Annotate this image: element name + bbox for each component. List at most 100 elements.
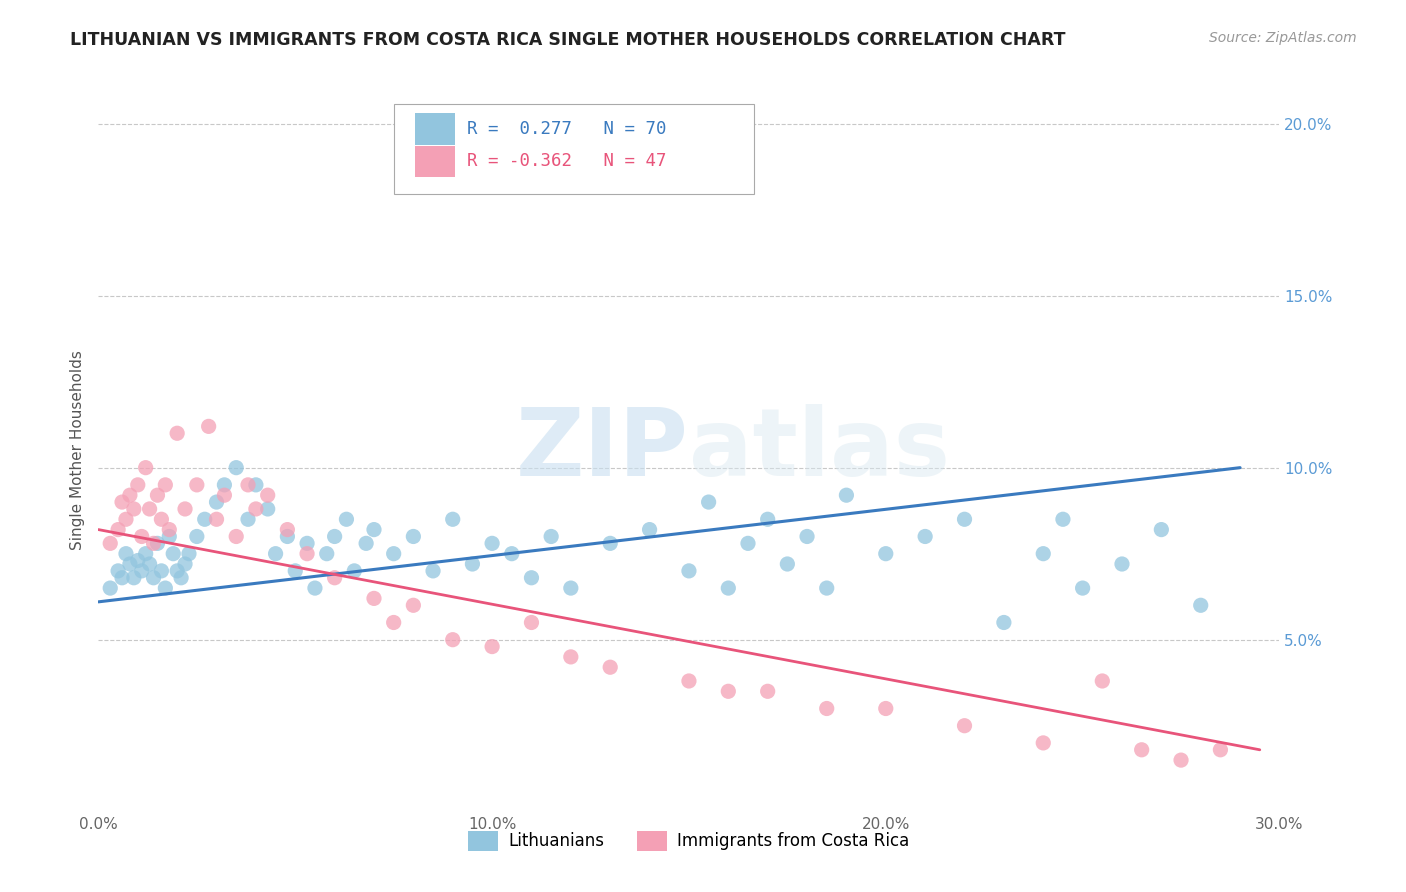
Point — [560, 649, 582, 664]
Point — [343, 564, 366, 578]
Point — [155, 478, 177, 492]
Point — [225, 529, 247, 543]
Point — [815, 701, 838, 715]
FancyBboxPatch shape — [394, 103, 754, 194]
Point — [118, 488, 141, 502]
Point — [146, 536, 169, 550]
Point — [1130, 743, 1153, 757]
Point — [737, 536, 759, 550]
Point — [560, 581, 582, 595]
Point — [264, 547, 287, 561]
Point — [177, 547, 200, 561]
Point — [131, 564, 153, 578]
Point — [441, 632, 464, 647]
Point — [127, 478, 149, 492]
Point — [107, 523, 129, 537]
Point — [638, 523, 661, 537]
Point — [756, 684, 779, 698]
Point — [315, 547, 337, 561]
Point — [1032, 547, 1054, 561]
Point — [146, 488, 169, 502]
Point — [197, 419, 219, 434]
Text: Source: ZipAtlas.com: Source: ZipAtlas.com — [1209, 31, 1357, 45]
Point — [363, 523, 385, 537]
Point — [835, 488, 858, 502]
Point — [422, 564, 444, 578]
Point — [186, 478, 208, 492]
Point — [138, 557, 160, 571]
Point — [776, 557, 799, 571]
Point — [142, 536, 165, 550]
Point — [111, 495, 134, 509]
Point — [98, 536, 121, 550]
Point — [157, 529, 180, 543]
Y-axis label: Single Mother Households: Single Mother Households — [69, 351, 84, 550]
Point — [186, 529, 208, 543]
Point — [118, 557, 141, 571]
Point — [461, 557, 484, 571]
Point — [111, 571, 134, 585]
Point — [205, 495, 228, 509]
Point — [115, 547, 138, 561]
Point — [599, 536, 621, 550]
FancyBboxPatch shape — [415, 145, 456, 178]
Point — [295, 547, 318, 561]
Point — [481, 536, 503, 550]
Point — [1071, 581, 1094, 595]
Point — [122, 571, 145, 585]
Point — [520, 615, 543, 630]
Point — [131, 529, 153, 543]
Point — [150, 564, 173, 578]
Point — [717, 581, 740, 595]
Point — [166, 426, 188, 441]
Point — [150, 512, 173, 526]
Point — [1052, 512, 1074, 526]
Legend: Lithuanians, Immigrants from Costa Rica: Lithuanians, Immigrants from Costa Rica — [461, 824, 917, 857]
Point — [402, 529, 425, 543]
Point — [993, 615, 1015, 630]
Point — [162, 547, 184, 561]
Point — [135, 547, 157, 561]
Point — [1150, 523, 1173, 537]
Point — [256, 488, 278, 502]
Point — [323, 529, 346, 543]
Point — [127, 553, 149, 567]
Point — [214, 488, 236, 502]
Point — [953, 512, 976, 526]
Point — [717, 684, 740, 698]
Point — [914, 529, 936, 543]
Point — [166, 564, 188, 578]
Point — [174, 502, 197, 516]
Point — [678, 564, 700, 578]
Text: LITHUANIAN VS IMMIGRANTS FROM COSTA RICA SINGLE MOTHER HOUSEHOLDS CORRELATION CH: LITHUANIAN VS IMMIGRANTS FROM COSTA RICA… — [70, 31, 1066, 49]
Point — [142, 571, 165, 585]
Point — [276, 523, 298, 537]
Point — [678, 673, 700, 688]
Point — [155, 581, 177, 595]
Point — [174, 557, 197, 571]
Point — [194, 512, 217, 526]
Point — [138, 502, 160, 516]
Point — [122, 502, 145, 516]
Point — [245, 502, 267, 516]
Point — [540, 529, 562, 543]
Point — [256, 502, 278, 516]
Point — [520, 571, 543, 585]
Point — [599, 660, 621, 674]
Text: R = -0.362   N = 47: R = -0.362 N = 47 — [467, 153, 666, 170]
Point — [875, 701, 897, 715]
Point — [697, 495, 720, 509]
Point — [441, 512, 464, 526]
Text: R =  0.277   N = 70: R = 0.277 N = 70 — [467, 120, 666, 138]
Point — [170, 571, 193, 585]
Point — [481, 640, 503, 654]
Point — [225, 460, 247, 475]
Point — [815, 581, 838, 595]
Point — [402, 599, 425, 613]
Point — [335, 512, 357, 526]
Point — [382, 615, 405, 630]
Point — [245, 478, 267, 492]
Text: atlas: atlas — [689, 404, 950, 497]
Point — [1111, 557, 1133, 571]
Point — [295, 536, 318, 550]
